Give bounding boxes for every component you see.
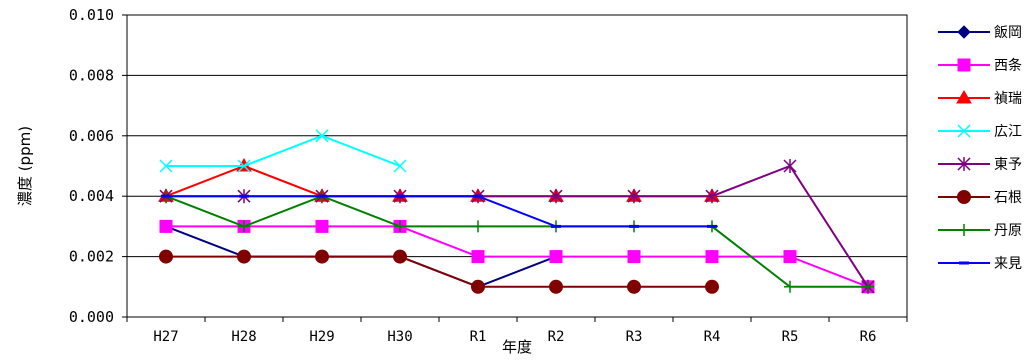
legend-item: 石根 <box>938 190 1022 206</box>
series-line <box>166 134 401 167</box>
data-point <box>159 249 173 264</box>
data-point <box>161 194 171 198</box>
data-point <box>629 224 639 228</box>
legend-item: 広江 <box>938 124 1022 140</box>
legend-item: 東予 <box>938 157 1022 173</box>
data-point <box>551 224 561 228</box>
data-point <box>472 220 484 233</box>
data-point <box>783 250 797 264</box>
x-tick-label: H27 <box>153 329 178 345</box>
legend-item: 飯岡 <box>938 24 1022 41</box>
legend-marker <box>958 224 970 236</box>
data-point <box>707 224 717 228</box>
data-point <box>783 159 797 173</box>
x-tick-labels: H27 H28 H29 H30 R1 R2 R3 R4 R5 R6 <box>126 317 908 345</box>
legend-marker <box>956 90 972 104</box>
legend-marker <box>957 124 971 138</box>
data-point <box>317 194 327 198</box>
x-tick-label: R6 <box>860 329 877 345</box>
y-tick-labels: 0.000 0.002 0.004 0.006 0.008 0.010 <box>69 6 127 326</box>
plot-area-frame <box>126 14 908 318</box>
data-point <box>238 220 250 233</box>
data-point <box>393 249 407 264</box>
series-8 <box>161 194 717 228</box>
x-tick-label: R5 <box>782 329 799 345</box>
legend-label: 飯岡 <box>994 24 1022 41</box>
data-point <box>627 279 641 294</box>
x-axis-label: 年度 <box>502 338 532 356</box>
legend-label: 東予 <box>994 157 1022 173</box>
data-point <box>471 250 485 264</box>
x-tick-label: R3 <box>626 329 643 345</box>
y-tick-label: 0.010 <box>69 6 114 24</box>
y-axis-label: 濃度 (ppm) <box>16 126 34 206</box>
x-tick-label: H29 <box>309 329 334 345</box>
legend-label: 石根 <box>994 190 1022 206</box>
y-tick-label: 0.006 <box>69 127 114 145</box>
legend-label: 広江 <box>994 124 1022 140</box>
x-tick-label: H30 <box>387 329 412 345</box>
data-point <box>471 279 485 294</box>
data-point <box>159 219 173 233</box>
x-tick-label: H28 <box>231 329 256 345</box>
series-line <box>166 195 712 228</box>
data-point <box>549 279 563 294</box>
series-lines <box>158 129 875 294</box>
y-tick-label: 0.008 <box>69 66 114 84</box>
x-tick-label: R4 <box>704 329 721 345</box>
series-6 <box>159 249 719 294</box>
data-point <box>239 194 249 198</box>
data-point <box>627 250 641 264</box>
legend-label: 来見 <box>994 256 1022 272</box>
data-point <box>705 250 719 264</box>
data-point <box>549 250 563 264</box>
series-line <box>165 195 868 288</box>
data-point <box>159 159 173 173</box>
data-point <box>627 189 641 204</box>
legend-marker <box>959 261 969 265</box>
legend-label: 丹原 <box>994 223 1022 239</box>
data-point <box>315 219 329 233</box>
y-tick-label: 0.002 <box>69 248 114 266</box>
series-line <box>166 255 712 288</box>
legend-marker <box>957 190 971 204</box>
data-point <box>237 159 251 173</box>
data-point <box>473 194 483 198</box>
data-point <box>784 280 796 293</box>
x-tick-label: R2 <box>548 329 565 345</box>
series-4 <box>159 129 407 173</box>
data-point <box>237 249 251 264</box>
y-tick-label: 0.004 <box>69 187 114 205</box>
y-tick-label: 0.000 <box>69 308 114 326</box>
legend-marker <box>957 58 971 72</box>
data-point <box>862 280 874 293</box>
data-point <box>705 279 719 294</box>
legend-item: 禎瑞 <box>938 90 1022 107</box>
legend-item: 西条 <box>938 57 1022 74</box>
data-point <box>315 249 329 264</box>
data-point <box>705 189 719 204</box>
x-tick-label: R1 <box>470 329 487 345</box>
data-point <box>549 189 563 204</box>
legend-marker <box>957 25 971 39</box>
data-point <box>315 129 329 143</box>
data-point <box>395 194 405 198</box>
data-point <box>394 220 406 233</box>
legend-marker <box>957 157 971 171</box>
legend-label: 禎瑞 <box>994 91 1022 107</box>
series-7 <box>160 190 874 293</box>
legend-label: 西条 <box>994 57 1022 74</box>
legend-item: 丹原 <box>938 223 1022 239</box>
legend-item: 来見 <box>938 256 1022 272</box>
data-point <box>393 159 407 173</box>
